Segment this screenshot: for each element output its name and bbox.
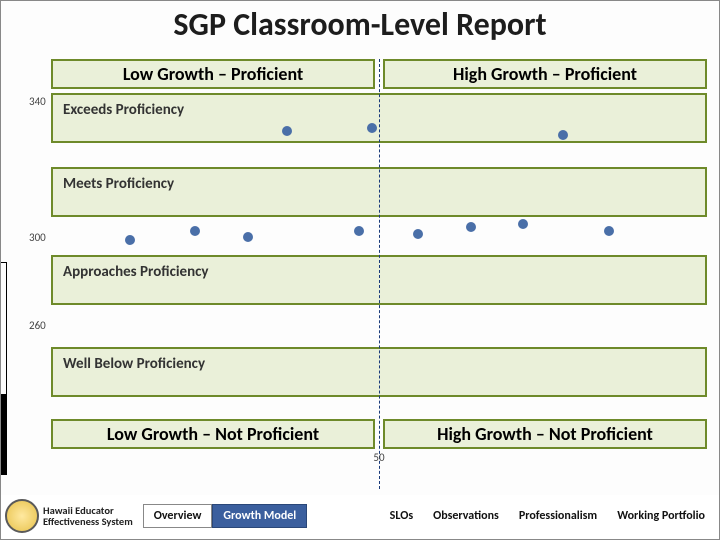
scatter-point xyxy=(518,219,528,229)
y-tick-300: 300 xyxy=(29,231,46,244)
scatter-point xyxy=(243,232,253,242)
y-axis-achievement: Achievement xyxy=(0,395,7,475)
logo-text: Hawaii Educator Effectiveness System xyxy=(43,505,133,527)
page-title: SGP Classroom-Level Report xyxy=(1,5,719,44)
plot: Low Growth – Proficient High Growth – Pr… xyxy=(51,59,707,489)
scatter-layer xyxy=(51,93,707,413)
scatter-point xyxy=(367,123,377,133)
quad-bot-right: High Growth – Not Proficient xyxy=(383,419,707,449)
scatter-point xyxy=(354,226,364,236)
scatter-point xyxy=(604,226,614,236)
tab-professionalism[interactable]: Professionalism xyxy=(509,505,607,527)
tab-slos[interactable]: SLOs xyxy=(380,505,423,527)
footer: Hawaii Educator Effectiveness System Ove… xyxy=(1,495,719,539)
scatter-point xyxy=(466,222,476,232)
x-center-label: 50 xyxy=(373,451,384,464)
scatter-point xyxy=(190,226,200,236)
y-axis-year: 2011 Achievement Level xyxy=(0,262,7,395)
tab-observations[interactable]: Observations xyxy=(423,505,509,527)
tab-overview[interactable]: Overview xyxy=(143,504,213,528)
logo-line2: Effectiveness System xyxy=(43,516,133,527)
quad-top-left: Low Growth – Proficient xyxy=(51,59,375,89)
chart-area: Achievement 2011 Achievement Level 340 3… xyxy=(1,53,719,495)
tab-working-portfolio[interactable]: Working Portfolio xyxy=(607,505,715,527)
y-tick-top: 340 xyxy=(29,95,46,108)
scatter-point xyxy=(413,229,423,239)
y-tick-260: 260 xyxy=(29,319,46,332)
slide: SGP Classroom-Level Report Achievement 2… xyxy=(0,0,720,540)
tab-growth-model[interactable]: Growth Model xyxy=(212,504,307,528)
quad-bot-left: Low Growth – Not Proficient xyxy=(51,419,375,449)
scatter-point xyxy=(282,126,292,136)
scatter-point xyxy=(558,130,568,140)
y-axis: Achievement 2011 Achievement Level xyxy=(7,103,27,485)
quad-top-right: High Growth – Proficient xyxy=(383,59,707,89)
hawaii-seal-icon xyxy=(5,499,39,533)
scatter-point xyxy=(125,235,135,245)
